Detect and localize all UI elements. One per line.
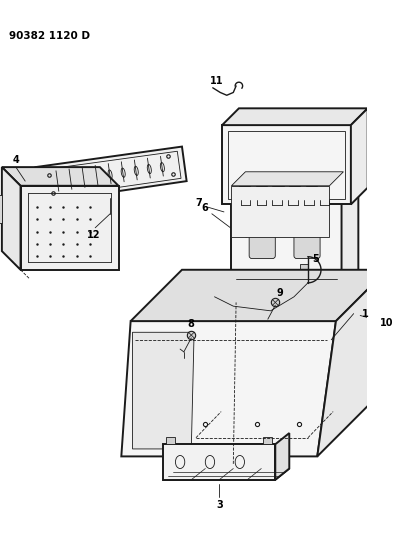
Polygon shape [2,167,119,186]
FancyBboxPatch shape [249,220,275,259]
Polygon shape [263,437,272,445]
Text: 2: 2 [392,159,393,169]
FancyBboxPatch shape [294,220,320,259]
Text: 8: 8 [188,319,195,329]
Text: 3: 3 [216,500,223,510]
Text: 9: 9 [277,288,283,298]
Polygon shape [163,445,275,480]
Polygon shape [2,167,20,270]
Polygon shape [275,433,289,480]
Polygon shape [166,437,175,445]
Polygon shape [342,183,358,288]
Polygon shape [0,195,2,223]
Polygon shape [231,183,358,200]
Text: 11: 11 [210,76,223,86]
Polygon shape [222,108,368,125]
Text: 1: 1 [362,309,369,319]
Text: 7: 7 [195,198,202,207]
Polygon shape [35,147,187,203]
Polygon shape [163,469,289,480]
Text: 90382 1120 D: 90382 1120 D [9,31,90,41]
Polygon shape [301,264,308,276]
Polygon shape [231,172,343,186]
Text: 10: 10 [380,318,393,328]
Polygon shape [130,270,387,321]
Text: 5: 5 [312,254,319,263]
Text: 4: 4 [13,155,19,165]
Polygon shape [222,125,351,205]
Polygon shape [317,270,387,456]
Polygon shape [132,332,194,449]
Text: 12: 12 [86,230,100,240]
Text: 6: 6 [201,203,208,213]
Polygon shape [235,219,254,237]
Polygon shape [231,200,342,288]
Polygon shape [351,108,368,205]
Polygon shape [20,186,119,270]
Polygon shape [231,186,329,237]
Polygon shape [121,321,336,456]
